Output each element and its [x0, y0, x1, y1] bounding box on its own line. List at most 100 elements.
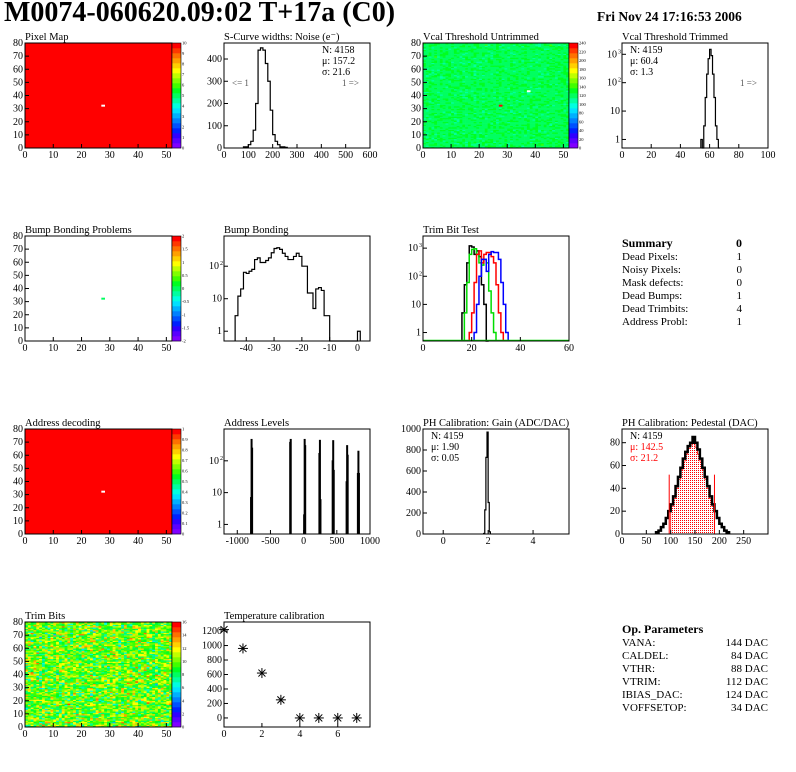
heatmap-cell [538, 96, 542, 99]
histogram-series [700, 48, 720, 149]
heatmap-cell [453, 132, 457, 134]
heatmap-cell [498, 112, 502, 115]
heatmap-cell [496, 91, 500, 94]
heatmap-cell [546, 75, 550, 78]
heatmap-cell [437, 71, 441, 74]
heatmap-cell [58, 723, 63, 725]
heatmap-cell [552, 116, 556, 119]
heatmap-cell [490, 61, 494, 63]
heatmap-cell [557, 87, 561, 90]
heatmap-cell [470, 99, 474, 102]
heatmap-cell [425, 98, 429, 100]
heatmap-cell [459, 123, 463, 125]
heatmap-cell [448, 119, 452, 121]
heatmap-cell [451, 53, 455, 56]
heatmap-cell [462, 102, 466, 104]
heatmap-cell [546, 73, 550, 75]
heatmap-cell [518, 112, 522, 115]
heatmap-cell [524, 112, 528, 115]
heatmap-cell [501, 75, 505, 78]
heatmap-cell [462, 77, 466, 79]
heatmap-cell [518, 62, 522, 65]
heatmap-cell [470, 73, 474, 75]
heatmap-cell [512, 57, 516, 60]
heatmap-cell [566, 116, 570, 119]
heatmap-cell [487, 120, 491, 123]
heatmap-cell [515, 48, 519, 50]
heatmap-cell [442, 145, 446, 147]
heatmap-cell [132, 725, 136, 728]
heatmap-cell [566, 106, 570, 108]
heatmap-cell [515, 58, 519, 61]
heatmap-cell [425, 90, 429, 92]
heatmap-cell [439, 48, 443, 50]
heatmap-cell [493, 78, 497, 81]
heatmap-cell [428, 79, 432, 82]
heatmap-cell [529, 111, 533, 113]
heatmap-cell [504, 108, 508, 111]
heatmap-cell [524, 62, 528, 65]
heatmap-cell [448, 106, 452, 108]
heatmap-cell [484, 142, 488, 145]
heatmap-cell [442, 79, 446, 82]
heatmap-cell [67, 717, 71, 720]
heatmap-cell [487, 94, 491, 96]
heatmap-cell [515, 60, 519, 62]
heatmap-cell [467, 94, 472, 96]
heatmap-cell [532, 83, 536, 86]
heatmap-cell [507, 52, 511, 54]
heatmap-cell [493, 104, 497, 107]
heatmap-cell [434, 92, 438, 95]
heatmap-cell [470, 58, 474, 61]
heatmap-cell [538, 106, 542, 108]
heatmap-cell [496, 46, 500, 49]
heatmap-cell [470, 115, 474, 117]
heatmap-cell [487, 98, 491, 100]
heatmap-cell [538, 111, 542, 113]
heatmap-cell [30, 724, 34, 726]
heatmap-cell [518, 111, 522, 113]
heatmap-cell [425, 87, 429, 90]
heatmap-cell [532, 58, 536, 61]
heatmap-cell [490, 67, 494, 70]
heatmap-cell [549, 56, 553, 58]
heatmap-cell [552, 50, 556, 53]
heatmap-cell [493, 129, 497, 132]
heatmap-cell [431, 85, 435, 87]
heatmap-cell [467, 78, 472, 81]
heatmap-cell [496, 132, 500, 134]
heatmap-cell [529, 64, 533, 66]
heatmap-cell [445, 102, 449, 104]
heatmap-cell [462, 113, 466, 116]
heatmap-cell [498, 71, 502, 74]
heatmap-cell [434, 50, 438, 53]
heatmap-cell [467, 99, 472, 102]
heatmap-cell [549, 61, 553, 63]
heatmap-cell [566, 120, 570, 123]
heatmap-cell [538, 138, 542, 141]
heatmap-cell [540, 96, 545, 99]
heatmap-cell [490, 66, 494, 69]
heatmap-cell [529, 44, 533, 46]
heatmap-cell [423, 137, 427, 140]
heatmap-cell [451, 134, 455, 137]
heatmap-cell [563, 60, 567, 62]
heatmap-cell [540, 75, 545, 78]
heatmap-cell [515, 113, 519, 116]
heatmap-cell [557, 71, 561, 74]
heatmap-cell [560, 52, 564, 54]
heatmap-cell [459, 116, 463, 119]
heatmap-cell [515, 49, 519, 52]
heatmap-cell [33, 721, 37, 724]
heatmap-cell [439, 127, 443, 129]
heatmap-cell [467, 98, 472, 100]
heatmap-cell [467, 65, 472, 67]
heatmap-cell [81, 721, 85, 724]
heatmap-cell [543, 111, 547, 113]
heatmap-cell [507, 61, 511, 63]
heatmap-cell [126, 724, 130, 726]
heatmap-cell [439, 111, 443, 113]
y-tick-label: 400 [207, 54, 222, 65]
heatmap-cell [543, 140, 547, 142]
